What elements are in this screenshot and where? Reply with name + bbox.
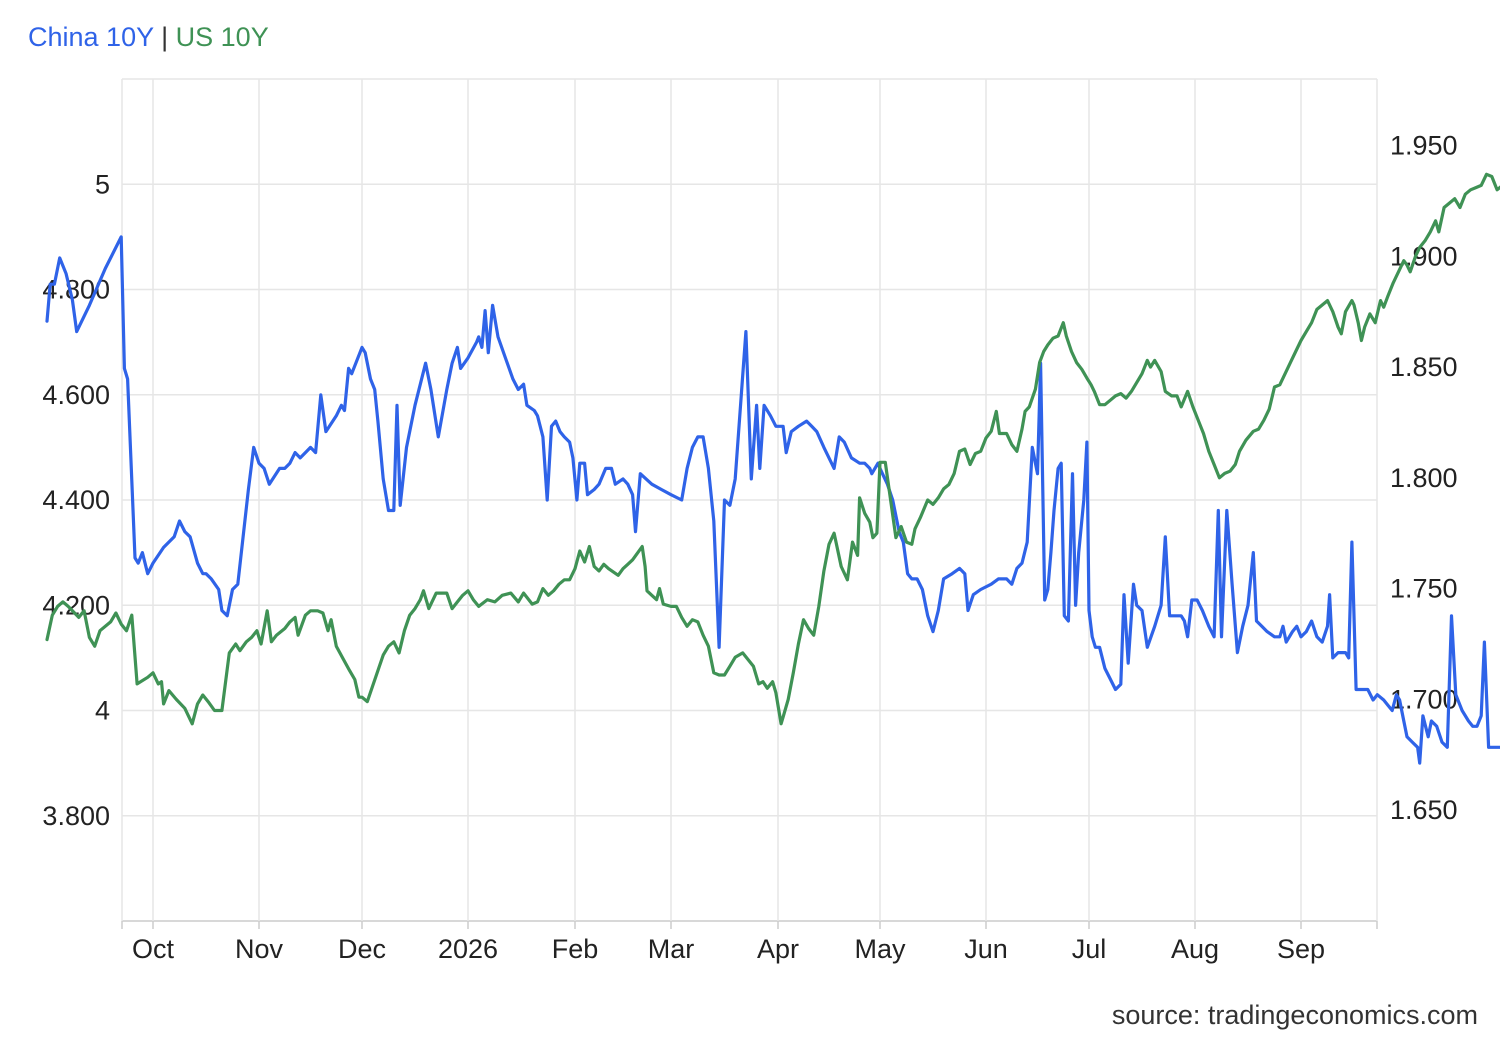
y-left-tick-label: 3.800 <box>42 801 110 831</box>
y-left-tick-label: 4.800 <box>42 275 110 305</box>
china-10y-line[interactable] <box>45 235 1500 769</box>
y-left-tick-label: 4 <box>95 696 110 726</box>
x-tick-label: 2026 <box>438 934 498 964</box>
y-left-tick-label: 4.400 <box>42 485 110 515</box>
x-tick-label: Mar <box>648 934 695 964</box>
x-tick-label: Feb <box>552 934 599 964</box>
x-tick-label: Apr <box>757 934 799 964</box>
x-tick-label: Sep <box>1277 934 1325 964</box>
y-right-tick-label: 1.850 <box>1390 352 1458 382</box>
x-tick-label: Jul <box>1072 934 1107 964</box>
chart-legend: China 10Y | US 10Y <box>28 22 269 53</box>
grid <box>121 78 1378 922</box>
x-tick-label: Dec <box>338 934 386 964</box>
x-tick-label: Aug <box>1171 934 1219 964</box>
y-left-tick-label: 4.600 <box>42 380 110 410</box>
legend-separator: | <box>161 22 169 52</box>
y-right-tick-label: 1.800 <box>1390 463 1458 493</box>
y-right-tick-label: 1.750 <box>1390 574 1458 604</box>
legend-us-10y[interactable]: US 10Y <box>175 22 269 52</box>
x-tick-label: Jun <box>964 934 1008 964</box>
y-left-tick-label: 5 <box>95 169 110 199</box>
x-tick-label: May <box>854 934 906 964</box>
x-axis: Oct Nov Dec 2026 Feb Mar Apr May Jun Jul Aug Sep <box>121 921 1378 964</box>
source-credit[interactable]: source: tradingeconomics.com <box>1111 1000 1478 1030</box>
series-lines <box>45 126 1500 769</box>
legend-china-10y[interactable]: China 10Y <box>28 22 154 52</box>
x-tick-label: Oct <box>132 934 175 964</box>
y-right-tick-label: 1.950 <box>1390 130 1458 160</box>
x-tick-label: Nov <box>235 934 284 964</box>
us-10y-line[interactable] <box>45 126 1500 726</box>
y-right-tick-label: 1.650 <box>1390 795 1458 825</box>
